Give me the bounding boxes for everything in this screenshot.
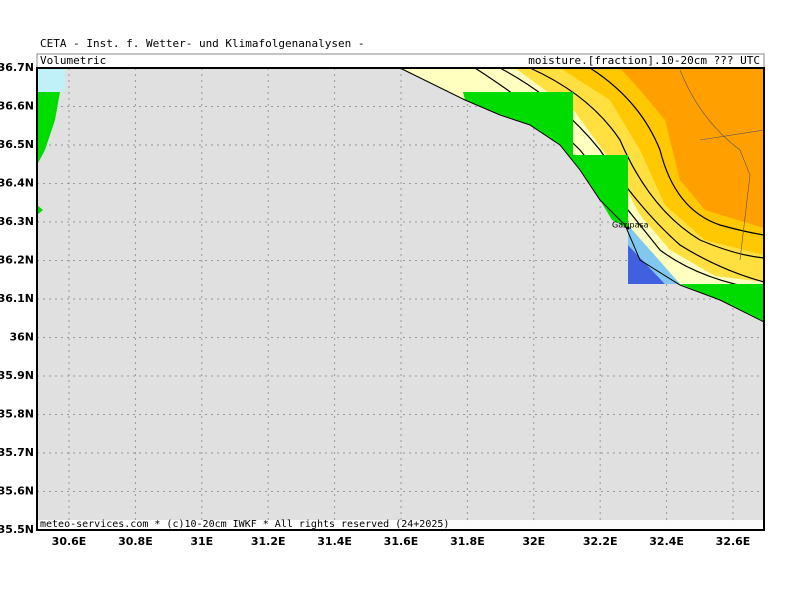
contour <box>529 67 765 259</box>
lon-label: 32E <box>522 535 545 548</box>
land-cell <box>37 92 60 165</box>
axes: 36.7N 36.6N 36.5N 36.4N 36.3N 36.2N 36.1N 36N 35… <box>0 61 750 548</box>
footer-bar <box>37 520 764 530</box>
lon-label: 31.2E <box>251 535 286 548</box>
lat-label: 35.9N <box>0 369 34 382</box>
moisture-band <box>620 68 764 228</box>
lat-label: 35.7N <box>0 446 34 459</box>
lon-label: 32.2E <box>583 535 618 548</box>
contour <box>589 67 765 236</box>
lat-label: 36.3N <box>0 215 34 228</box>
lon-label: 31.6E <box>384 535 419 548</box>
title: CETA - Inst. f. Wetter- und Klimafolgena… <box>40 37 365 50</box>
lon-label: 31E <box>190 535 213 548</box>
lon-label: 30.6E <box>52 535 87 548</box>
lat-label: 36.5N <box>0 138 34 151</box>
grid <box>37 68 764 530</box>
land-cell <box>680 284 764 322</box>
lat-label: 36.4N <box>0 177 34 190</box>
subtitle-left: Volumetric <box>40 54 106 67</box>
lat-label: 35.8N <box>0 408 34 421</box>
land: Gazipasa <box>37 67 765 323</box>
lon-label: 32.4E <box>649 535 684 548</box>
lat-label: 35.5N <box>0 523 34 536</box>
land-cell <box>37 205 43 215</box>
lat-label: 36.7N <box>0 61 34 74</box>
lon-label: 31.4E <box>317 535 352 548</box>
lat-label: 36.2N <box>0 254 34 267</box>
place-label: Gazipasa <box>612 221 649 230</box>
lon-label: 32.6E <box>716 535 751 548</box>
cell <box>37 68 65 92</box>
lat-label: 36N <box>9 331 34 344</box>
place-dot <box>626 226 630 230</box>
cell <box>628 225 680 284</box>
lon-label: 31.8E <box>450 535 485 548</box>
subtitle-right: moisture.[fraction].10-20cm ??? UTC <box>528 54 760 67</box>
lat-label: 36.6N <box>0 100 34 113</box>
land-cell <box>463 92 628 228</box>
border <box>679 69 765 261</box>
lat-label: 36.1N <box>0 292 34 305</box>
lat-label: 35.6N <box>0 485 34 498</box>
frame <box>36 67 765 531</box>
footer: meteo-services.com * (c)10-20cm IWKF * A… <box>40 519 449 530</box>
coastline <box>399 67 765 323</box>
lon-label: 30.8E <box>118 535 153 548</box>
